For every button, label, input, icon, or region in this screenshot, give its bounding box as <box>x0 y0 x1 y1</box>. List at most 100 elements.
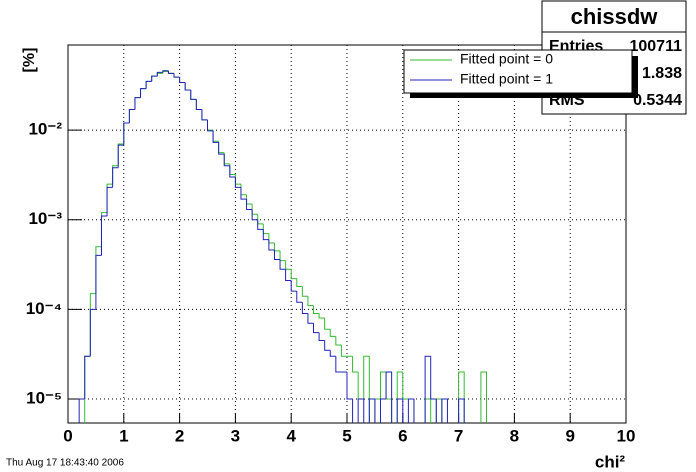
timestamp: Thu Aug 17 18:43:40 2006 <box>6 458 124 469</box>
histogram-bin <box>106 186 113 217</box>
y-tick-label: 10⁻⁴ <box>26 299 62 318</box>
histogram-bin <box>89 308 96 357</box>
plot-frame <box>67 44 627 424</box>
histogram-bin <box>346 372 354 423</box>
histogram-bin <box>357 398 365 423</box>
histogram-bin <box>379 371 387 400</box>
histogram-bin <box>480 371 487 423</box>
histogram-bin <box>296 291 303 303</box>
x-axis-label: chi² <box>595 452 626 471</box>
histogram-bin <box>368 398 376 423</box>
histogram-bin <box>123 122 130 146</box>
y-tick-label: 10⁻³ <box>28 209 62 228</box>
histogram-bin <box>190 90 197 100</box>
histogram-bin <box>251 209 258 221</box>
histogram-bin <box>313 323 320 334</box>
x-tick-label: 6 <box>398 426 407 445</box>
histogram-bin <box>458 398 465 423</box>
histogram-bin <box>430 356 437 423</box>
histogram-bin <box>329 350 336 357</box>
x-tick-label: 10 <box>617 426 636 445</box>
y-tick-label: 10⁻⁵ <box>26 388 62 407</box>
histogram-bin <box>201 109 208 121</box>
x-tick-label: 3 <box>231 426 240 445</box>
histogram-bin <box>151 75 158 82</box>
histogram-bin <box>396 398 404 423</box>
histogram-bin <box>273 249 281 261</box>
histogram-bin <box>313 305 320 314</box>
histogram-bin <box>385 371 393 423</box>
histogram-bin <box>162 70 169 73</box>
histogram-bin <box>290 280 297 292</box>
histogram-bin <box>207 119 214 132</box>
stats-value: 1.838 <box>642 65 682 82</box>
histogram-bin <box>318 313 325 319</box>
histogram-bin <box>329 329 336 337</box>
histogram-bin <box>145 80 152 89</box>
stats-title: chissdw <box>571 4 659 29</box>
x-tick-label: 1 <box>119 426 128 445</box>
histogram-bin <box>246 199 253 211</box>
histogram-bin <box>140 88 147 98</box>
histogram-bin <box>212 130 219 143</box>
histogram-bin <box>285 269 292 281</box>
histogram-bin <box>335 356 342 373</box>
histogram-bin <box>95 254 102 310</box>
legend <box>403 49 633 94</box>
histogram-bin <box>424 355 431 423</box>
histogram-bin <box>458 371 465 423</box>
histogram-bin <box>407 398 415 423</box>
histogram-bin <box>195 99 202 110</box>
histogram-bin <box>307 296 314 307</box>
x-tick-label: 0 <box>63 426 72 445</box>
x-tick-label: 2 <box>175 426 184 445</box>
y-axis-label: [%] <box>21 48 38 73</box>
histogram-bin <box>301 286 308 297</box>
histogram-bin <box>112 167 119 188</box>
legend-label: Fitted point = 0 <box>460 51 553 67</box>
histogram-bin <box>307 313 314 324</box>
histogram-bin <box>441 398 448 423</box>
histogram-bin <box>173 73 180 78</box>
histogram-bin <box>179 77 186 83</box>
histogram-bin <box>324 318 331 330</box>
histogram-bin <box>117 144 124 168</box>
histogram-bin <box>257 219 264 230</box>
histogram-bin <box>234 176 241 188</box>
histogram-bin <box>100 215 108 256</box>
histogram-bin <box>324 340 331 351</box>
histogram-bin <box>363 355 370 423</box>
histogram-bin <box>184 82 191 91</box>
y-tick-label: 10⁻² <box>28 120 62 139</box>
stats-value: 0.5344 <box>633 92 682 109</box>
histogram-bin <box>156 71 163 77</box>
x-tick-label: 8 <box>510 426 519 445</box>
histogram-bin <box>218 142 225 155</box>
x-tick-label: 9 <box>565 426 574 445</box>
x-tick-label: 4 <box>286 426 296 445</box>
histogram-bin <box>229 165 236 178</box>
histogram-bin <box>78 398 85 423</box>
histogram-bin <box>167 70 175 74</box>
histogram-bin <box>262 229 269 241</box>
histogram-bin <box>279 259 286 270</box>
stats-value: 100711 <box>629 38 682 55</box>
x-tick-label: 5 <box>342 426 351 445</box>
histogram-bin <box>128 108 135 124</box>
histogram-bin <box>223 154 230 167</box>
histogram-bin <box>296 278 303 287</box>
histogram-bin <box>340 345 347 357</box>
histogram-bin <box>134 97 141 110</box>
histogram-bin <box>268 239 275 251</box>
histogram-bin <box>379 398 387 423</box>
histogram-bin <box>301 302 308 314</box>
histogram-bin <box>290 269 297 280</box>
histogram-bin <box>318 332 325 341</box>
histogram-bin <box>335 336 342 346</box>
histogram-bin <box>84 355 91 400</box>
legend-label: Fitted point = 1 <box>460 71 553 87</box>
histogram-bin <box>240 187 247 200</box>
histogram-bin <box>352 356 359 373</box>
x-tick-label: 7 <box>454 426 463 445</box>
